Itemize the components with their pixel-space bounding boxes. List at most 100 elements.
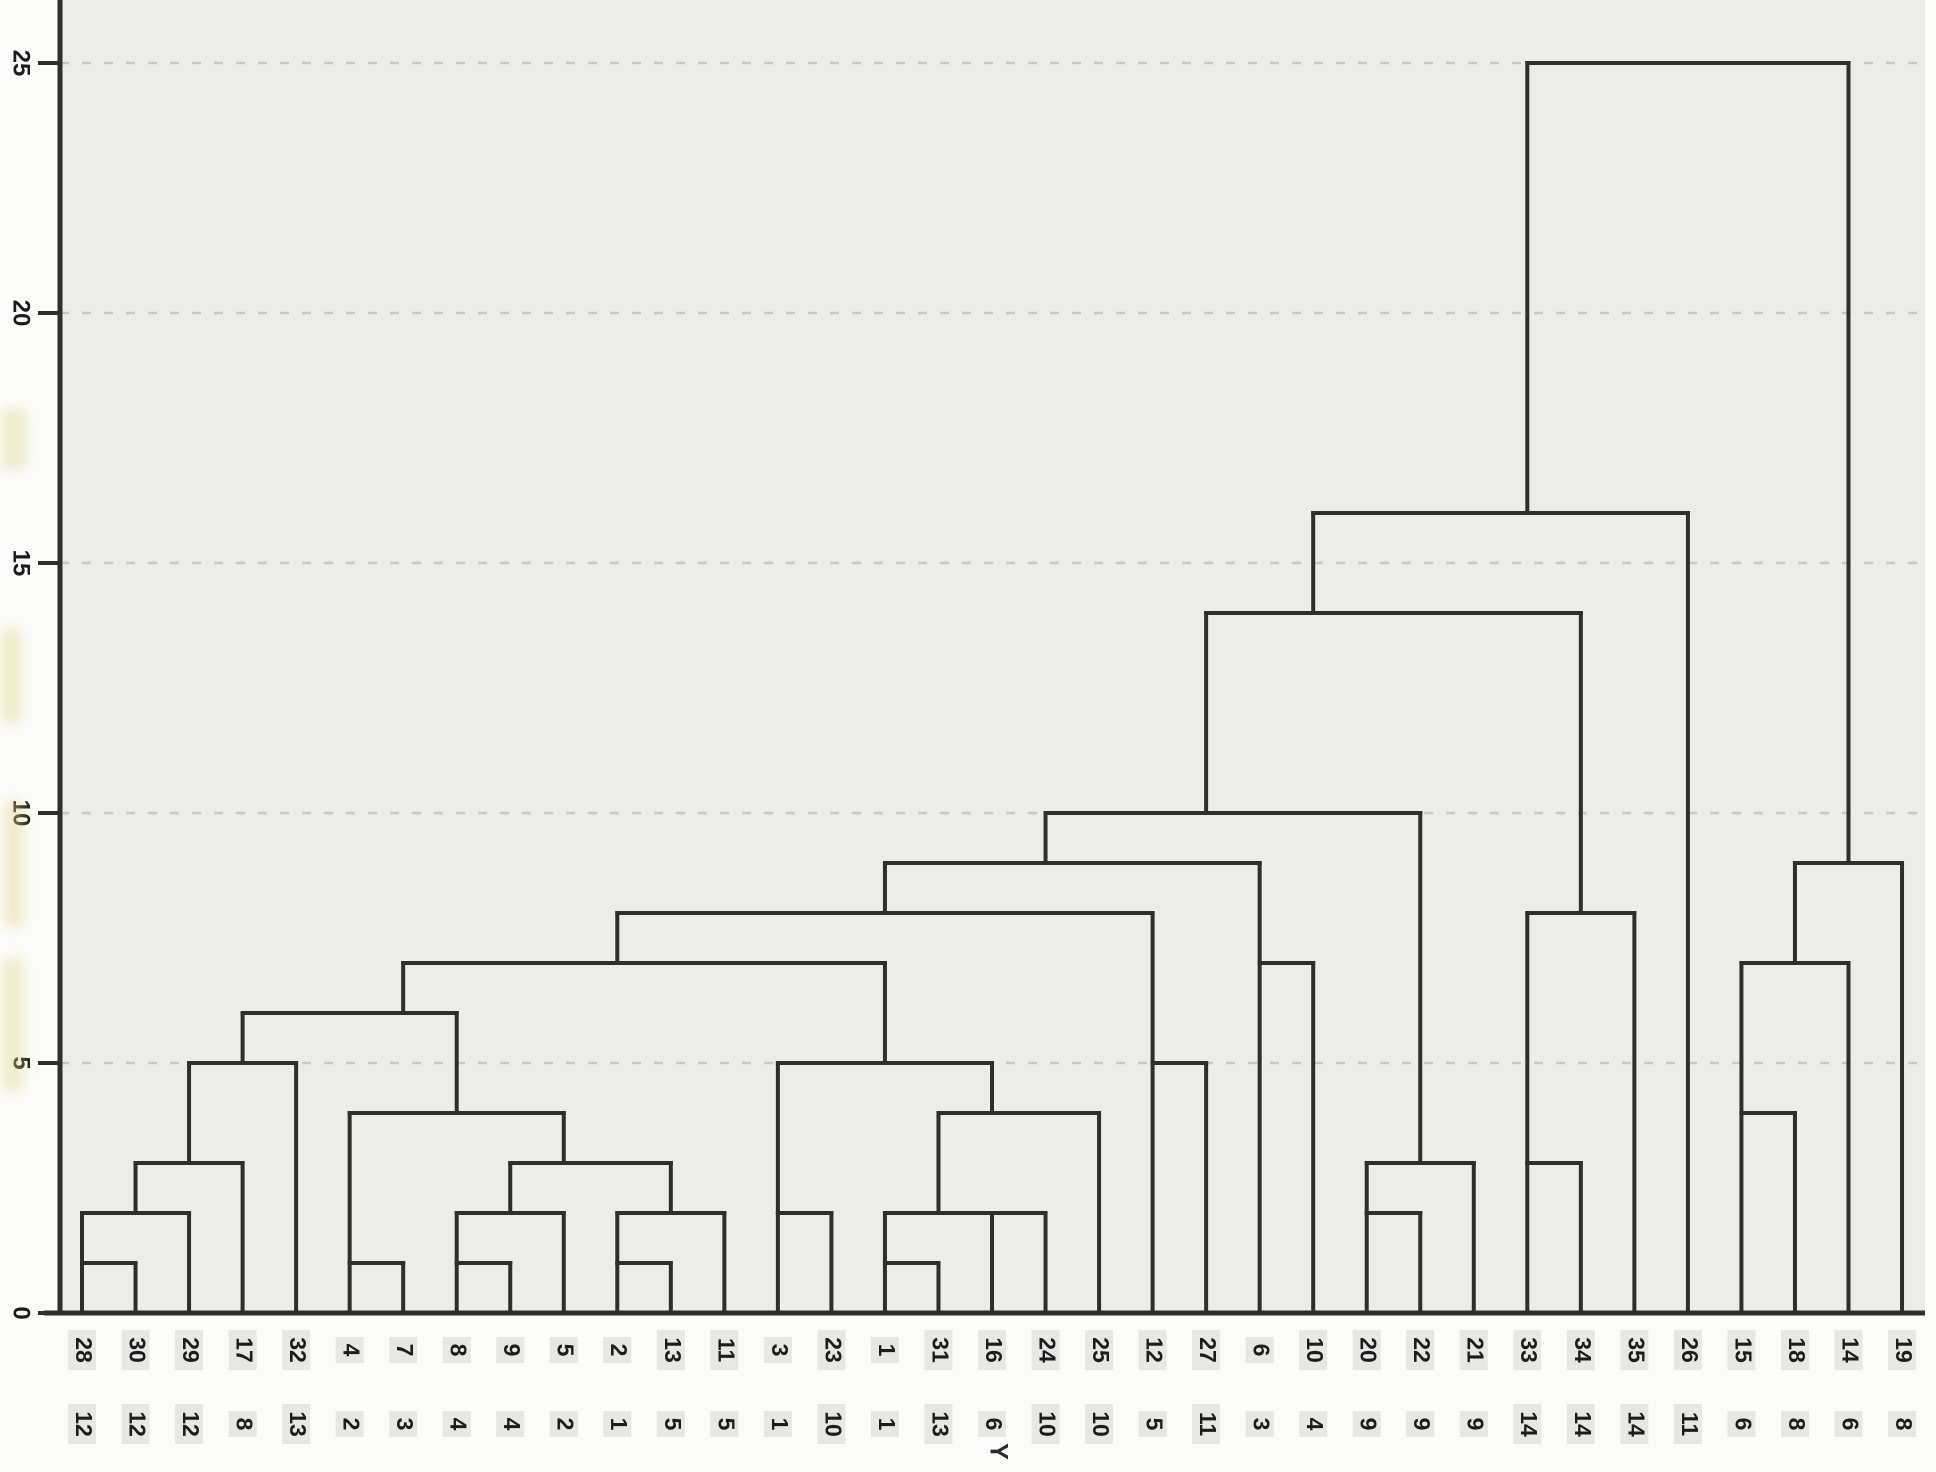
label-box bbox=[1245, 1337, 1274, 1363]
leaf-id-label: 26 bbox=[1677, 1337, 1703, 1363]
label-box bbox=[1834, 1330, 1863, 1370]
leaf-group-label: 12 bbox=[71, 1411, 97, 1437]
leaf-group-label: 8 bbox=[1891, 1418, 1917, 1431]
label-box bbox=[1566, 1330, 1595, 1370]
leaf-group-label: 11 bbox=[1195, 1412, 1221, 1437]
leaf-group-label: 4 bbox=[1302, 1418, 1328, 1431]
leaf-group-label: 6 bbox=[1837, 1418, 1863, 1431]
leaf-group-label: 6 bbox=[1730, 1418, 1756, 1431]
label-box bbox=[1406, 1330, 1435, 1370]
label-box bbox=[1620, 1404, 1649, 1444]
label-box bbox=[924, 1404, 953, 1444]
leaf-id-label: 28 bbox=[71, 1337, 97, 1363]
label-box bbox=[870, 1411, 899, 1437]
leaf-group-label: 9 bbox=[1463, 1418, 1489, 1431]
label-box bbox=[442, 1337, 471, 1363]
leaf-id-label: 6 bbox=[1249, 1344, 1275, 1357]
y-tick-label: 5 bbox=[8, 1056, 35, 1069]
leaf-id-label: 15 bbox=[1730, 1337, 1756, 1363]
leaf-id-label: 31 bbox=[927, 1337, 953, 1363]
label-box bbox=[1192, 1404, 1221, 1444]
label-box bbox=[1138, 1330, 1167, 1370]
label-box bbox=[1085, 1404, 1114, 1444]
label-box bbox=[389, 1411, 418, 1437]
y-tick-label: 0 bbox=[8, 1306, 35, 1319]
y-tick-label: 25 bbox=[8, 50, 35, 77]
leaf-id-label: 9 bbox=[499, 1344, 525, 1357]
leaf-group-label: 5 bbox=[713, 1418, 739, 1431]
leaf-id-label: 30 bbox=[124, 1337, 150, 1363]
label-box bbox=[1727, 1411, 1756, 1437]
leaf-group-label: 8 bbox=[1784, 1418, 1810, 1431]
leaf-id-label: 17 bbox=[232, 1337, 258, 1363]
label-box bbox=[763, 1337, 792, 1363]
leaf-id-label: 10 bbox=[1302, 1337, 1328, 1363]
leaf-group-label: 13 bbox=[285, 1411, 311, 1437]
leaf-group-label: 5 bbox=[1142, 1418, 1168, 1431]
leaf-id-label: 35 bbox=[1623, 1337, 1649, 1363]
leaf-id-label: 13 bbox=[660, 1337, 686, 1363]
label-box bbox=[924, 1330, 953, 1370]
label-box bbox=[1085, 1330, 1114, 1370]
label-box bbox=[1834, 1411, 1863, 1437]
label-box bbox=[175, 1330, 204, 1370]
label-box bbox=[335, 1337, 364, 1363]
leaf-group-label: 1 bbox=[874, 1418, 900, 1431]
leaf-id-label: 19 bbox=[1891, 1337, 1917, 1363]
leaf-id-label: 1 bbox=[874, 1344, 900, 1357]
leaf-id-label: 23 bbox=[820, 1337, 846, 1363]
label-box bbox=[1245, 1411, 1274, 1437]
leaf-id-label: 32 bbox=[285, 1337, 311, 1363]
leaf-group-labels: 12 12 12 8 13 2 3 4 4 2 1 5 5 1 10 1 13 6 10 10 5 11 3 4 9 9 9 14 14… bbox=[68, 1404, 1917, 1444]
label-box bbox=[549, 1337, 578, 1363]
label-box bbox=[1031, 1404, 1060, 1444]
label-box bbox=[1406, 1411, 1435, 1437]
label-box bbox=[121, 1330, 150, 1370]
leaf-id-label: 8 bbox=[446, 1344, 472, 1357]
leaf-id-label: 20 bbox=[1356, 1337, 1382, 1363]
leaf-id-label: 22 bbox=[1409, 1337, 1435, 1363]
leaf-id-label: 27 bbox=[1195, 1337, 1221, 1363]
leaf-group-label: 4 bbox=[446, 1418, 472, 1431]
leaf-id-labels: 28 30 29 17 32 4 7 8 9 5 2 13 11 3 23 1 31 16 24 25 12 27 6 10 2… bbox=[68, 1330, 1917, 1370]
label-box bbox=[656, 1411, 685, 1437]
tree-links bbox=[80, 61, 1905, 1315]
leaf-id-label: 18 bbox=[1784, 1337, 1810, 1363]
label-box bbox=[1888, 1330, 1917, 1370]
leaf-id-label: 7 bbox=[392, 1344, 418, 1357]
label-box bbox=[335, 1411, 364, 1437]
label-box bbox=[1513, 1404, 1542, 1444]
leaf-group-label: 10 bbox=[1034, 1411, 1060, 1437]
label-box bbox=[1352, 1411, 1381, 1437]
leaf-id-label: 24 bbox=[1034, 1337, 1060, 1363]
leaf-group-label: 12 bbox=[124, 1411, 150, 1437]
leaf-id-label: 12 bbox=[1142, 1337, 1168, 1363]
label-box bbox=[1192, 1330, 1221, 1370]
label-box bbox=[603, 1411, 632, 1437]
label-box bbox=[1352, 1330, 1381, 1370]
leaf-group-label: 14 bbox=[1623, 1411, 1649, 1437]
label-box bbox=[1673, 1404, 1702, 1444]
x-axis-title: Y bbox=[984, 1443, 1013, 1460]
leaf-group-label: 3 bbox=[392, 1418, 418, 1431]
leaf-group-label: 2 bbox=[553, 1418, 579, 1431]
label-box bbox=[1566, 1404, 1595, 1444]
leaf-id-label: 2 bbox=[606, 1344, 632, 1357]
label-box bbox=[1888, 1411, 1917, 1437]
label-box bbox=[121, 1404, 150, 1444]
label-box bbox=[1673, 1330, 1702, 1370]
leaf-group-label: 2 bbox=[339, 1418, 365, 1431]
y-tick-label: 20 bbox=[8, 300, 35, 327]
highlighter-smudge bbox=[4, 800, 24, 928]
leaf-id-label: 5 bbox=[553, 1344, 579, 1357]
label-box bbox=[1513, 1330, 1542, 1370]
label-box bbox=[496, 1411, 525, 1437]
label-box bbox=[710, 1330, 739, 1370]
label-box bbox=[1459, 1330, 1488, 1370]
label-box bbox=[1459, 1411, 1488, 1437]
label-box bbox=[282, 1404, 311, 1444]
leaf-group-label: 13 bbox=[927, 1411, 953, 1437]
highlighter-smudge bbox=[0, 628, 22, 724]
